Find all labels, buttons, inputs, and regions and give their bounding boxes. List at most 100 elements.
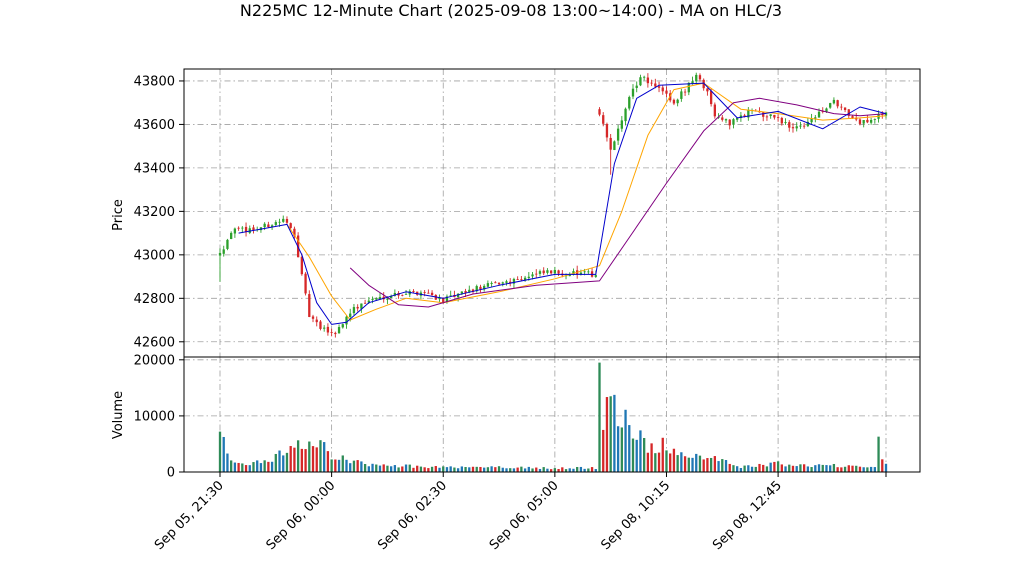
volume-bar [683,456,687,472]
volume-bar [460,466,463,472]
candle-body [657,86,661,88]
candle-body [337,327,341,334]
volume-bar [687,457,690,472]
volume-bar [289,446,292,472]
candle-body [583,271,586,273]
volume-bar [397,467,400,472]
volume-bar [676,455,679,472]
volume-bar [728,463,731,472]
volume-bar [706,458,709,472]
candle-body [862,120,865,124]
volume-bar [802,464,806,472]
ma-fast-line [238,82,887,325]
volume-bar [252,462,255,472]
volume-bar [233,462,237,472]
volume-bar [732,465,735,472]
volume-bar [323,442,326,472]
volume-bar [430,466,434,472]
volume-bar [237,462,240,472]
x-tick-label: Sep 05, 21:30 [152,478,227,553]
candle-body [527,276,530,278]
candle-body [881,114,884,115]
volume-bar [490,466,493,472]
volume-bar [680,452,683,472]
volume-bar [389,466,393,472]
candle-body [330,332,333,333]
candle-body [404,294,408,295]
candle-body [791,127,795,129]
candle-body [300,256,304,275]
volume-bar [453,467,456,472]
ma-mid-line [286,82,887,321]
volume-bar [382,464,385,472]
candle-body [371,298,374,300]
candle-body [587,271,590,273]
price-y-axis: 42600 42800 43000 43200 43400 43600 43800 [134,74,184,350]
candle-body [616,128,620,141]
volume-bar [784,466,787,472]
volume-bar [378,465,382,472]
volume-bar [356,460,359,472]
volume-bar [855,465,858,472]
volume-bar [817,464,821,472]
volume-bar [736,466,739,472]
candle-body [378,297,382,300]
candle-body [293,228,296,236]
candle-body [646,77,650,84]
volume-bar [244,465,248,472]
candle-body [520,279,523,281]
candle-body [535,273,538,275]
candle-body [739,115,743,119]
volume-bar [765,466,769,472]
candle-body [505,281,508,283]
candle-body [356,306,359,309]
volume-bar [695,453,698,472]
volume-bar [564,469,568,472]
candle-body [650,82,653,84]
candle-body [620,120,623,129]
volume-bar [222,436,225,472]
volume-bar [226,453,229,472]
volume-bar [527,466,530,472]
volume-bar [479,466,482,472]
volume-bar [672,448,676,472]
candle-body [367,300,370,303]
candle-body [538,271,542,274]
candle-body [609,137,612,150]
candle-body [557,270,560,274]
price-gridlines [184,69,920,357]
volume-bar [829,465,832,472]
candle-body [308,294,311,317]
volume-bar [375,464,378,472]
volume-bar [445,467,449,472]
volume-bar [449,466,452,472]
volume-bar [568,468,571,472]
volume-bar [762,464,765,472]
candle-body [832,99,836,104]
volume-bar [434,466,437,472]
volume-tick-label: 20000 [134,353,175,368]
volume-bar [393,465,397,472]
candle-body [516,279,519,280]
candle-body [732,119,735,125]
volume-bar [654,453,657,472]
candle-body [230,232,233,240]
volume-bar [337,459,341,472]
candle-body [724,119,728,121]
candle-body [799,125,802,127]
volume-bar [371,463,374,472]
volume-bar [635,439,638,472]
volume-bar [386,465,389,472]
volume-bar [538,468,542,472]
volume-bar [248,465,251,472]
volume-bar [308,441,311,472]
volume-bar [669,453,672,472]
candle-body [349,313,352,318]
volume-bar [884,463,888,472]
candle-body [843,107,847,110]
volume-bar [858,466,862,472]
volume-bar [241,463,244,472]
volume-bar [709,457,713,472]
volume-bar [866,467,869,472]
